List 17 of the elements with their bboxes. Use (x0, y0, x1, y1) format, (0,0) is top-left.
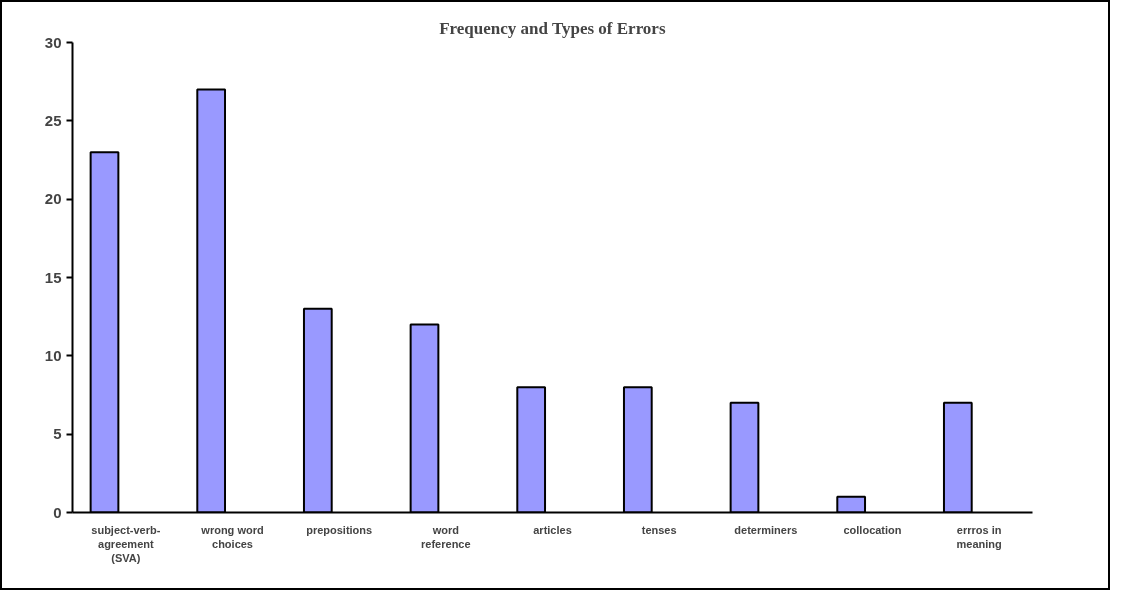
y-tick-label: 30 (44, 33, 62, 51)
x-tick-label: collocation (843, 523, 902, 536)
x-tick-label: determiners (734, 523, 798, 536)
x-tick-label: errros in meaning (956, 523, 1002, 550)
x-tick-label: wrong word choices (200, 523, 264, 550)
y-tick-label: 20 (44, 190, 62, 208)
chart-title: Frequency and Types of Errors (439, 18, 666, 38)
x-tick-label: subject-verb-agreement (SVA) (91, 523, 161, 565)
x-tick-label: articles (533, 523, 572, 536)
x-tick-label: prepositions (306, 523, 373, 536)
x-tick-label: word reference (421, 523, 471, 550)
y-tick-label: 15 (44, 268, 62, 286)
y-tick-label: 25 (44, 111, 62, 129)
y-tick-label: 10 (44, 346, 62, 364)
y-tick-label: 5 (53, 425, 62, 443)
y-tick-label: 0 (53, 503, 62, 521)
x-tick-label: tenses (641, 523, 677, 536)
